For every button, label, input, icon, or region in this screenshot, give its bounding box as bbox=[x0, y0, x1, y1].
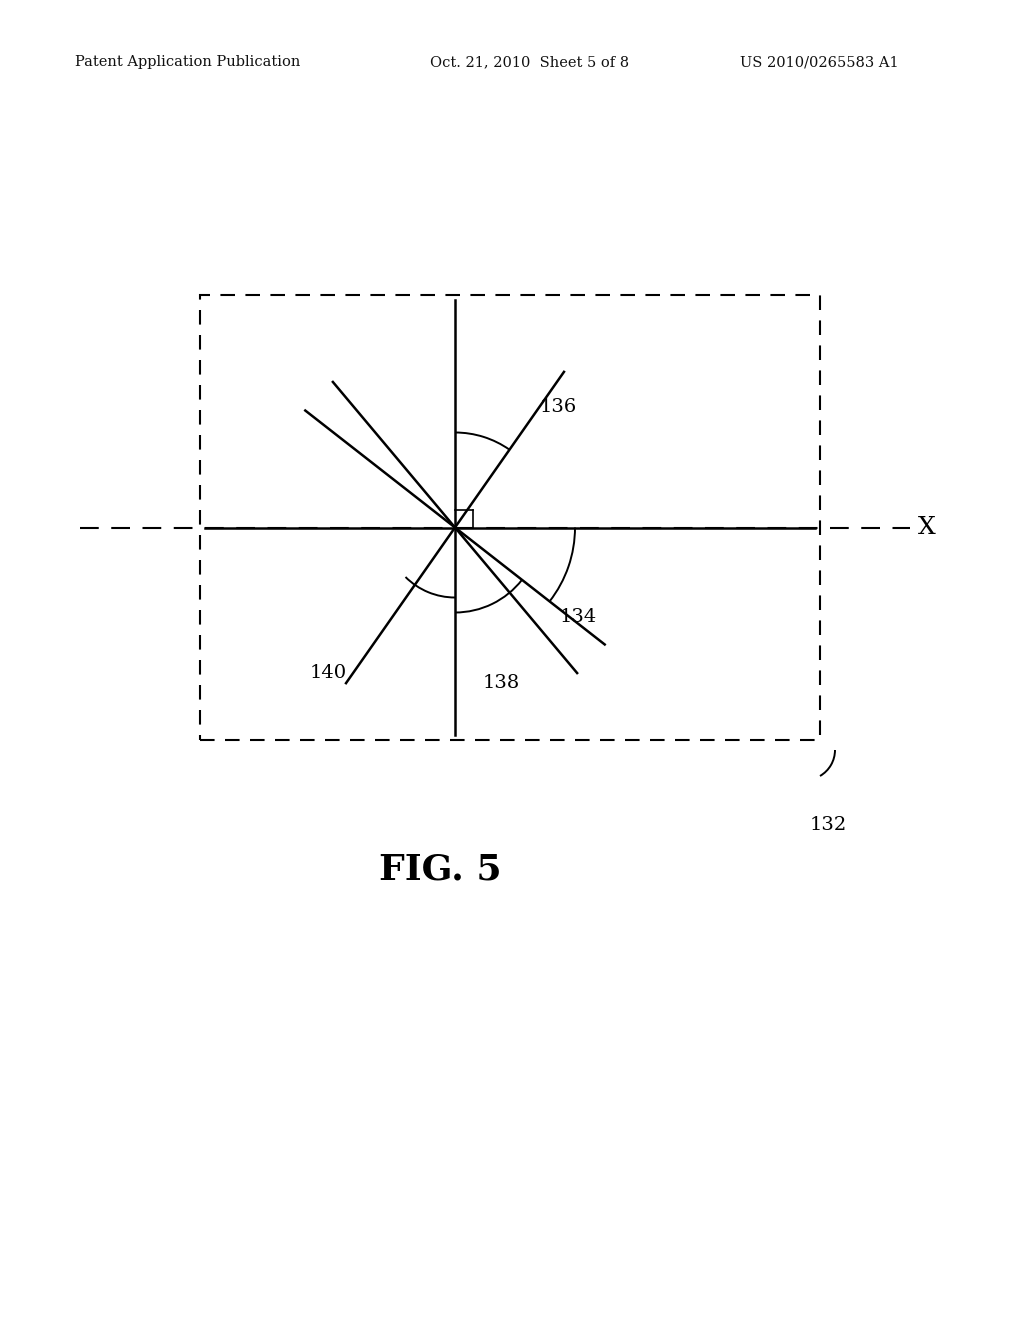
Text: 136: 136 bbox=[540, 399, 578, 417]
Text: Patent Application Publication: Patent Application Publication bbox=[75, 55, 300, 69]
Text: US 2010/0265583 A1: US 2010/0265583 A1 bbox=[740, 55, 899, 69]
Text: 134: 134 bbox=[560, 609, 597, 627]
Text: FIG. 5: FIG. 5 bbox=[379, 853, 502, 887]
Text: 138: 138 bbox=[483, 673, 520, 692]
Text: 132: 132 bbox=[810, 816, 847, 834]
Text: X: X bbox=[918, 516, 936, 539]
Text: Oct. 21, 2010  Sheet 5 of 8: Oct. 21, 2010 Sheet 5 of 8 bbox=[430, 55, 629, 69]
Text: 140: 140 bbox=[310, 664, 347, 681]
